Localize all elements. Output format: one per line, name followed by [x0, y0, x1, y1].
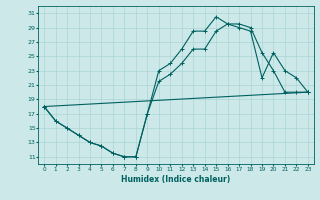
X-axis label: Humidex (Indice chaleur): Humidex (Indice chaleur) — [121, 175, 231, 184]
